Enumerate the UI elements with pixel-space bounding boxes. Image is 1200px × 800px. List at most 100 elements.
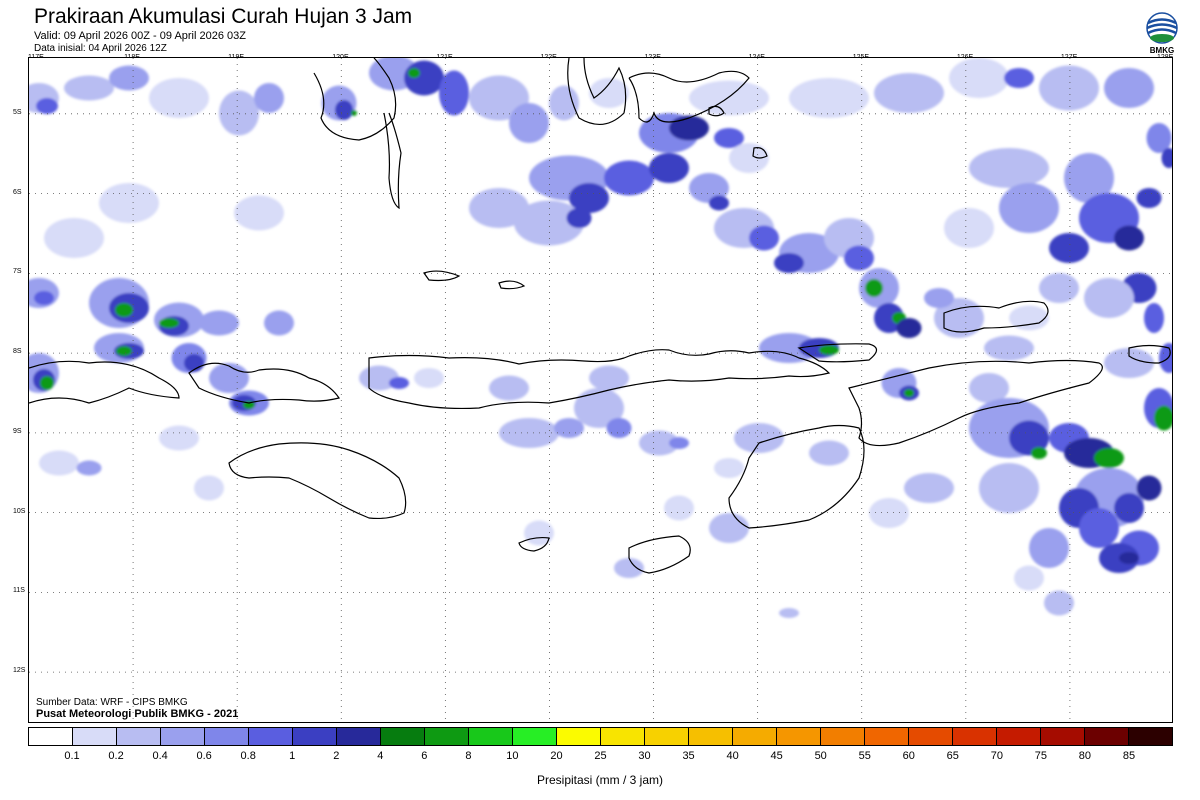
precip-area [984,335,1034,361]
coastline [943,300,1049,333]
lat-label: 7S [13,268,22,276]
precip-area [414,368,444,388]
legend-swatch [337,728,381,745]
precip-area [199,310,239,336]
precip-area [1104,68,1154,108]
precip-area [709,513,749,543]
precip-area [649,153,689,183]
lat-label: 8S [13,348,22,356]
coastline [628,535,691,574]
precip-area [749,225,779,251]
precip-area [639,430,679,456]
precip-area [1049,233,1089,263]
precip-area [40,376,54,390]
precip-area [1114,493,1144,523]
center-credit: Pusat Meteorologi Publik BMKG - 2021 [36,708,239,720]
precip-area [569,183,609,213]
source-credit: Sumber Data: WRF - CIPS BMKG [36,697,188,708]
legend-tick-label: 35 [682,750,695,762]
legend-swatch [865,728,909,745]
legend-swatch [425,728,469,745]
legend-swatch [557,728,601,745]
precip-area [944,208,994,248]
precip-area [159,425,199,451]
precip-area [509,103,549,143]
valid-time: Valid: 09 April 2026 00Z - 09 April 2026… [34,30,246,42]
lat-label: 12S [13,667,26,675]
precip-area [1119,552,1139,564]
chart-title: Prakiraan Akumulasi Curah Hujan 3 Jam [34,5,413,28]
precip-area [1064,153,1114,203]
precip-area [408,68,420,78]
precip-area [351,110,357,116]
precip-area [149,78,209,118]
precip-area [819,345,839,355]
coastline [518,536,550,552]
legend-tick-label: 0.4 [152,750,168,762]
precip-area [36,98,58,114]
coastline [383,112,402,210]
coastline [29,360,180,404]
bmkg-logo-icon [1146,12,1178,44]
precip-area [779,608,799,618]
precip-area [439,70,469,116]
precip-area [469,75,529,121]
precip-area [924,288,954,308]
legend-tick-label: 6 [421,750,428,762]
precip-area [1031,447,1047,459]
legend-tick-label: 70 [990,750,1003,762]
precip-area [969,373,1009,403]
precip-area [604,160,654,196]
precip-area [514,200,584,246]
legend-tick-label: 30 [638,750,651,762]
legend-swatch [513,728,557,745]
precip-area [159,318,179,328]
precip-area [896,318,922,338]
legend-swatch [73,728,117,745]
coastline [228,442,407,520]
precip-area [606,418,632,438]
precip-area [1136,188,1162,208]
legend-swatch [1041,728,1085,745]
coastline [797,343,878,363]
legend-tick-label: 1 [289,750,296,762]
legend-swatch [161,728,205,745]
precip-area [874,303,904,333]
legend-tick-label: 80 [1078,750,1092,762]
precip-area [589,365,629,391]
precip-area [39,450,79,476]
precip-area [209,363,249,393]
precip-area [865,279,883,297]
precip-area [389,377,409,389]
legend-swatch [205,728,249,745]
legend-tick-label: 10 [506,750,519,762]
legend-swatch [293,728,337,745]
precip-area [34,291,54,305]
precip-area [1084,278,1134,318]
legend-tick-label: 85 [1122,750,1136,762]
coastline [567,58,627,125]
precip-area [689,80,769,116]
precip-area [574,388,624,428]
precip-area [999,183,1059,233]
lat-label: 5S [13,108,22,116]
precip-area [566,208,592,228]
legend-tick-label: 25 [594,750,607,762]
precip-area [1004,68,1034,88]
precip-area [1094,448,1124,468]
lat-label: 6S [13,188,22,196]
precip-area [1146,123,1172,153]
precip-area [949,58,1009,98]
precip-area [234,195,284,231]
coastline [423,270,461,282]
bmkg-logo: BMKG [1142,12,1182,56]
precip-area [1161,148,1172,168]
precip-area [664,495,694,521]
precip-area [1029,528,1069,568]
precip-area [734,423,784,453]
precip-area [554,418,584,438]
coastline [728,424,865,529]
legend-swatch [953,728,997,745]
legend-swatch [601,728,645,745]
precip-area [669,115,709,141]
